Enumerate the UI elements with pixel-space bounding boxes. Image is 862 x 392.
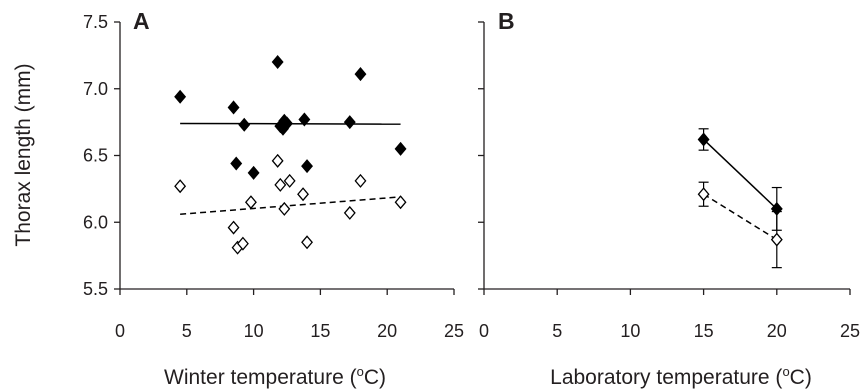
y-tick-label: 6.0 bbox=[83, 212, 108, 232]
panel-a: A 5.5 6.0 6.5 7.0 7.5 0 5 10 15 20 25 Thorax leng… bbox=[12, 8, 464, 389]
panel-b-x-axis-label: Laboratory temperature (oC) bbox=[550, 364, 812, 389]
x-tick-label: 0 bbox=[115, 321, 125, 341]
open-data-point bbox=[244, 195, 257, 210]
open-data-point bbox=[278, 201, 291, 216]
filled-data-point bbox=[238, 117, 251, 132]
open-series-line bbox=[703, 193, 778, 241]
filled-data-point bbox=[174, 89, 187, 104]
x-tick-label: 10 bbox=[620, 321, 640, 341]
filled-series-line bbox=[703, 138, 778, 210]
filled-data-point bbox=[247, 165, 260, 180]
open-data-point bbox=[697, 187, 710, 202]
open-data-point bbox=[343, 205, 356, 220]
open-data-point bbox=[354, 173, 367, 188]
panel-b-plot-area bbox=[697, 128, 783, 269]
open-data-point bbox=[301, 235, 313, 250]
x-tick-label: 10 bbox=[244, 321, 264, 341]
y-tick-label: 5.5 bbox=[83, 279, 108, 299]
y-tick-label: 6.5 bbox=[83, 146, 108, 166]
open-data-point bbox=[174, 179, 187, 194]
panel-a-y-axis-label: Thorax length (mm) bbox=[12, 63, 35, 246]
x-tick-label: 5 bbox=[552, 321, 562, 341]
x-tick-label: 0 bbox=[479, 321, 489, 341]
open-trend-line bbox=[180, 196, 401, 215]
filled-data-point bbox=[301, 159, 313, 174]
panel-a-plot-area bbox=[174, 55, 407, 255]
open-data-point bbox=[271, 153, 284, 168]
panel-a-y-ticks: 5.5 6.0 6.5 7.0 7.5 bbox=[83, 12, 120, 299]
open-data-point bbox=[236, 236, 249, 251]
panel-b-y-ticks bbox=[478, 21, 484, 290]
filled-data-point bbox=[697, 132, 710, 147]
panel-b: B 0 5 10 15 20 25 Laboratory temperature (oC) bbox=[478, 8, 860, 389]
open-data-point bbox=[227, 220, 240, 235]
y-tick-label: 7.5 bbox=[83, 12, 108, 32]
filled-data-point bbox=[271, 55, 284, 70]
x-tick-label: 20 bbox=[377, 321, 397, 341]
x-tick-label: 5 bbox=[182, 321, 192, 341]
x-tick-label: 25 bbox=[444, 321, 464, 341]
open-data-point bbox=[394, 195, 407, 210]
open-data-point bbox=[274, 177, 287, 192]
panel-b-label: B bbox=[498, 8, 515, 34]
filled-data-point bbox=[278, 113, 291, 128]
open-data-point bbox=[283, 173, 296, 188]
filled-data-point bbox=[298, 112, 311, 127]
x-tick-label: 15 bbox=[310, 321, 330, 341]
filled-data-point bbox=[394, 141, 407, 156]
x-tick-label: 25 bbox=[840, 321, 860, 341]
filled-data-point bbox=[227, 100, 240, 115]
panel-a-label: A bbox=[133, 8, 150, 34]
panel-a-x-ticks: 0 5 10 15 20 25 bbox=[115, 289, 464, 341]
open-data-point bbox=[297, 187, 309, 202]
filled-data-point bbox=[343, 115, 356, 130]
open-data-point bbox=[770, 232, 783, 247]
panel-a-x-axis-label: Winter temperature (oC) bbox=[164, 364, 386, 389]
filled-data-point bbox=[354, 67, 367, 82]
y-tick-label: 7.0 bbox=[83, 79, 108, 99]
panel-b-x-ticks: 0 5 10 15 20 25 bbox=[479, 289, 860, 341]
x-tick-label: 15 bbox=[694, 321, 714, 341]
filled-data-point bbox=[230, 156, 243, 171]
x-tick-label: 20 bbox=[767, 321, 787, 341]
